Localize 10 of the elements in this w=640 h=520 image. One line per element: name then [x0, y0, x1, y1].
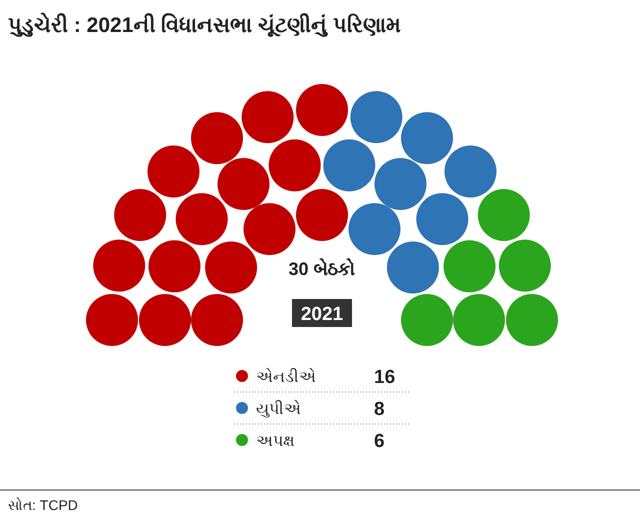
category-label: અપક્ષ — [256, 433, 295, 450]
text: પુડુચેરી : 2021ની વિધાનસભા ચૂંટણીનું પરિણામ — [8, 12, 401, 38]
category-label: એનડીએ — [256, 367, 316, 386]
category-label: યુપીએ — [256, 399, 301, 418]
data-label: 8 — [374, 399, 385, 420]
text: 2021 — [300, 304, 344, 325]
text: સોત: TCPD — [8, 497, 78, 513]
text: 30 બેઠકો — [288, 258, 356, 279]
data-label: 6 — [374, 431, 385, 452]
data-label: 16 — [374, 367, 396, 388]
